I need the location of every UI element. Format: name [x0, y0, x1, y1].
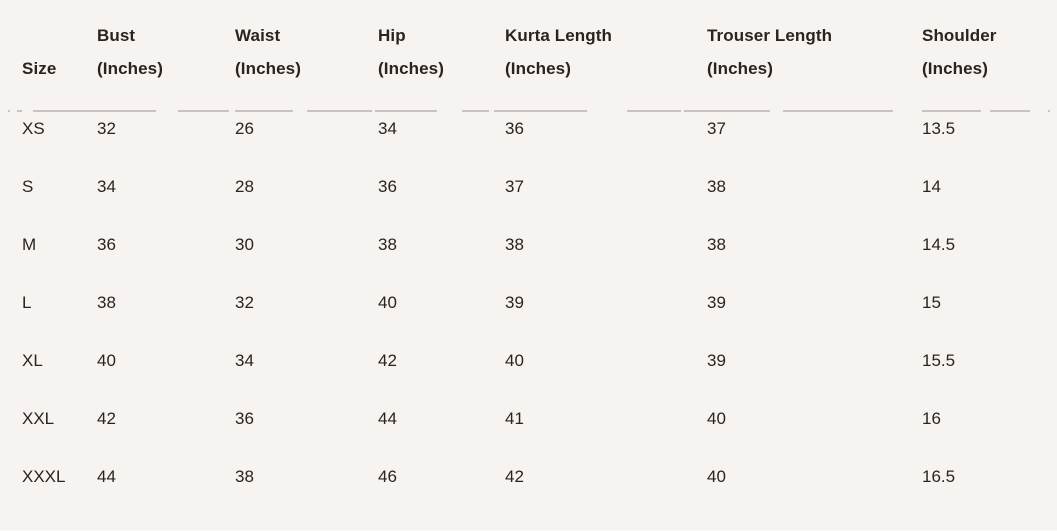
hip-cell: 46 [378, 467, 397, 486]
bust-cell: 40 [97, 351, 116, 370]
hip-cell: 36 [378, 177, 397, 196]
col-header-hip: Hip (Inches) [378, 0, 505, 100]
kurta-length-cell: 37 [505, 177, 524, 196]
bust-cell: 44 [97, 467, 116, 486]
col-header-waist: Waist (Inches) [235, 0, 378, 100]
size-cell: L [22, 293, 32, 312]
table-row-xs: XS 32 26 34 36 37 13.5 [0, 100, 1057, 158]
trouser-length-cell: 39 [707, 351, 726, 370]
col-header-waist-unit: (Inches) [235, 59, 301, 78]
col-header-size: Size [0, 0, 97, 100]
col-header-kurta-length-unit: (Inches) [505, 59, 571, 78]
bust-cell: 42 [97, 409, 116, 428]
kurta-length-cell: 36 [505, 119, 524, 138]
trouser-length-cell: 40 [707, 409, 726, 428]
shoulder-cell: 14 [922, 177, 941, 196]
col-header-bust-unit: (Inches) [97, 59, 163, 78]
hip-cell: 42 [378, 351, 397, 370]
size-chart-table: Size Bust (Inches) Waist (Inches) Hip (I… [0, 0, 1057, 506]
size-cell: XS [22, 119, 45, 138]
table-row-m: M 36 30 38 38 38 14.5 [0, 216, 1057, 274]
header-row: Size Bust (Inches) Waist (Inches) Hip (I… [0, 0, 1057, 100]
waist-cell: 30 [235, 235, 254, 254]
col-header-hip-label: Hip [378, 26, 406, 45]
bust-cell: 38 [97, 293, 116, 312]
kurta-length-cell: 40 [505, 351, 524, 370]
col-header-shoulder: Shoulder (Inches) [922, 0, 1057, 100]
table-row-l: L 38 32 40 39 39 15 [0, 274, 1057, 332]
size-cell: XXL [22, 409, 55, 428]
bust-cell: 36 [97, 235, 116, 254]
size-cell: S [22, 177, 34, 196]
size-cell: M [22, 235, 37, 254]
table-row-xxl: XXL 42 36 44 41 40 16 [0, 390, 1057, 448]
bust-cell: 34 [97, 177, 116, 196]
trouser-length-cell: 38 [707, 235, 726, 254]
bust-cell: 32 [97, 119, 116, 138]
shoulder-cell: 14.5 [922, 235, 956, 254]
shoulder-cell: 16.5 [922, 467, 956, 486]
shoulder-cell: 16 [922, 409, 941, 428]
trouser-length-cell: 38 [707, 177, 726, 196]
size-cell: XXXL [22, 467, 66, 486]
shoulder-cell: 15 [922, 293, 941, 312]
trouser-length-cell: 37 [707, 119, 726, 138]
table-row-xxxl: XXXL 44 38 46 42 40 16.5 [0, 448, 1057, 506]
waist-cell: 38 [235, 467, 254, 486]
col-header-waist-label: Waist [235, 26, 281, 45]
trouser-length-cell: 39 [707, 293, 726, 312]
col-header-trouser-length-label: Trouser Length [707, 26, 833, 45]
shoulder-cell: 15.5 [922, 351, 956, 370]
hip-cell: 34 [378, 119, 397, 138]
col-header-bust-label: Bust [97, 26, 136, 45]
trouser-length-cell: 40 [707, 467, 726, 486]
size-cell: XL [22, 351, 43, 370]
hip-cell: 44 [378, 409, 397, 428]
col-header-trouser-length-unit: (Inches) [707, 59, 773, 78]
col-header-trouser-length: Trouser Length (Inches) [707, 0, 922, 100]
kurta-length-cell: 38 [505, 235, 524, 254]
waist-cell: 26 [235, 119, 254, 138]
hip-cell: 38 [378, 235, 397, 254]
col-header-shoulder-label: Shoulder [922, 26, 997, 45]
hip-cell: 40 [378, 293, 397, 312]
kurta-length-cell: 39 [505, 293, 524, 312]
col-header-size-label: Size [22, 59, 57, 78]
waist-cell: 34 [235, 351, 254, 370]
kurta-length-cell: 41 [505, 409, 524, 428]
col-header-kurta-length-label: Kurta Length [505, 26, 612, 45]
waist-cell: 36 [235, 409, 254, 428]
col-header-hip-unit: (Inches) [378, 59, 444, 78]
col-header-kurta-length: Kurta Length (Inches) [505, 0, 707, 100]
waist-cell: 32 [235, 293, 254, 312]
kurta-length-cell: 42 [505, 467, 524, 486]
waist-cell: 28 [235, 177, 254, 196]
table-row-s: S 34 28 36 37 38 14 [0, 158, 1057, 216]
col-header-shoulder-unit: (Inches) [922, 59, 988, 78]
table-row-xl: XL 40 34 42 40 39 15.5 [0, 332, 1057, 390]
col-header-bust: Bust (Inches) [97, 0, 235, 100]
shoulder-cell: 13.5 [922, 119, 956, 138]
